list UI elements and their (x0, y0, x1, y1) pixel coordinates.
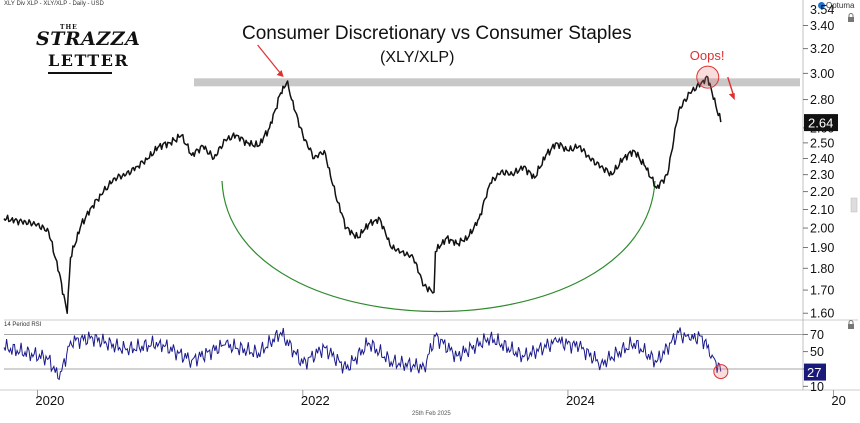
price-tick-label: 2.40 (810, 152, 834, 166)
price-tick-label: 3.00 (810, 67, 834, 81)
time-tick-label: 2020 (35, 393, 64, 408)
rsi-oversold-circle (713, 364, 729, 380)
optuma-logo-icon (818, 2, 825, 9)
rsi-last-badge (804, 363, 826, 381)
oops-annotation: Oops! (690, 48, 725, 63)
price-tick-label: 2.30 (810, 168, 834, 182)
price-tick-label: 3.20 (810, 42, 834, 56)
brand-line2: LETTER (48, 51, 130, 70)
down-arrow-head (728, 93, 735, 101)
peak-arrow-line (257, 44, 284, 77)
resistance-band (194, 78, 800, 87)
pen-stroke-icon (48, 72, 112, 74)
last-price-badge (804, 114, 838, 132)
price-tick-label: 1.70 (810, 284, 834, 298)
rsi-last-label: 27 (807, 365, 821, 380)
price-tick-label: 3.40 (810, 19, 834, 33)
oops-circle (696, 65, 720, 89)
brand-logo: THE STRAZZA LETTER (36, 24, 140, 78)
vendor-logo: Optuma (818, 1, 854, 10)
time-tick-label: 2022 (301, 393, 330, 408)
price-tick-label: 1.60 (810, 307, 834, 321)
brand-line1: STRAZZA (36, 28, 141, 50)
scrollbar-handle (850, 197, 858, 213)
time-tick-label: 20 (831, 393, 845, 408)
vendor-name: Optuma (826, 1, 855, 10)
price-tick-label: 2.80 (810, 93, 834, 107)
chart-subtitle: (XLY/XLP) (380, 49, 455, 66)
price-tick-label: 2.50 (810, 136, 834, 150)
price-series-line (3, 75, 722, 314)
time-tick-label: 2024 (566, 393, 595, 408)
price-tick-label: 1.80 (810, 262, 834, 276)
price-tick-label: 2.10 (810, 203, 834, 217)
chart-title: Consumer Discretionary vs Consumer Stapl… (242, 23, 632, 44)
rsi-lock-icon (848, 320, 854, 329)
last-price-label: 2.64 (808, 116, 833, 131)
price-tick-label: 2.20 (810, 185, 834, 199)
price-lock-icon (848, 13, 854, 22)
cup-arc (221, 180, 656, 313)
rsi-tick-label: 10 (810, 380, 824, 394)
chart-info-label: XLY Div XLP - XLY/XLP - Daily - USD (4, 1, 104, 7)
price-tick-label: 2.00 (810, 222, 834, 236)
rsi-series-line (3, 327, 722, 381)
price-tick-label: 1.90 (810, 241, 834, 255)
down-arrow-line (727, 76, 735, 97)
rsi-panel-label: 14 Period RSI (4, 322, 42, 328)
price-tick-label-partial: 3.54 (810, 3, 834, 17)
rsi-tick-label: 70 (810, 328, 824, 342)
rsi-tick-label: 50 (810, 345, 824, 359)
brand-the: THE (60, 24, 78, 31)
peak-arrow-head (276, 70, 284, 78)
date-label: 25th Feb 2025 (412, 411, 451, 417)
